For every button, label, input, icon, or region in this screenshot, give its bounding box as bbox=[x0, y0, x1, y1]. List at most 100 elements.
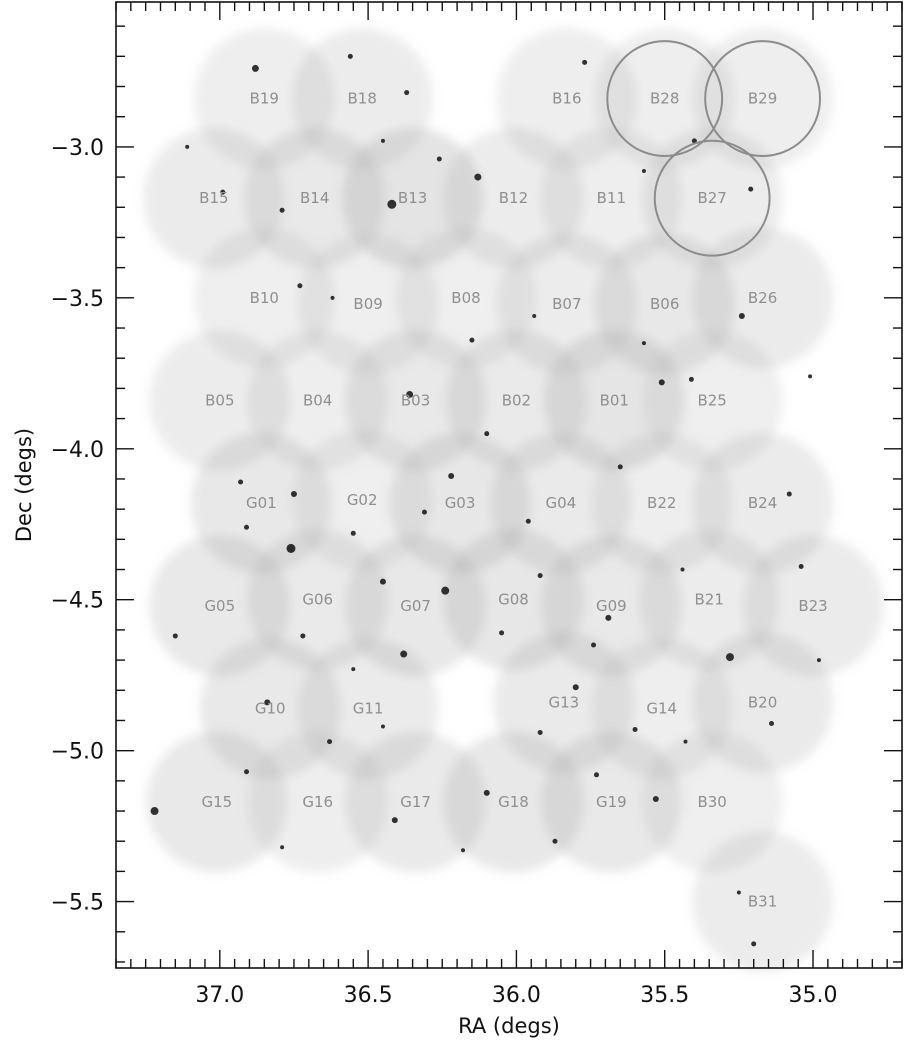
source-point bbox=[400, 650, 408, 658]
highlight-circles bbox=[606, 40, 822, 257]
source-point bbox=[379, 578, 386, 585]
field-label-b23: B23 bbox=[798, 597, 827, 615]
field-label-g10: G10 bbox=[255, 699, 286, 717]
field-label-b26: B26 bbox=[748, 289, 777, 307]
field-label-b28: B28 bbox=[650, 90, 679, 108]
field-label-g14: G14 bbox=[646, 699, 677, 717]
field-label-b05: B05 bbox=[205, 391, 234, 409]
source-point bbox=[474, 173, 482, 181]
field-label-b29: B29 bbox=[748, 90, 777, 108]
field-label-b08: B08 bbox=[451, 289, 480, 307]
source-point bbox=[300, 633, 306, 639]
field-label-b10: B10 bbox=[250, 289, 279, 307]
source-point bbox=[347, 53, 353, 59]
source-point bbox=[537, 730, 543, 736]
y-tick-label: −5.5 bbox=[51, 891, 104, 916]
source-point bbox=[264, 699, 271, 706]
source-point bbox=[286, 543, 296, 553]
field-label-b02: B02 bbox=[502, 391, 531, 409]
y-tick-label: −4.0 bbox=[51, 438, 104, 463]
field-label-b22: B22 bbox=[647, 494, 676, 512]
highlight-circle-b29 bbox=[704, 40, 822, 158]
field-label-g05: G05 bbox=[204, 597, 235, 615]
source-point bbox=[436, 156, 442, 162]
field-label-b14: B14 bbox=[300, 189, 329, 207]
source-point bbox=[483, 789, 490, 796]
source-point bbox=[591, 642, 597, 648]
source-point bbox=[441, 586, 450, 595]
field-g15 bbox=[146, 731, 288, 873]
y-axis-title: Dec (degs) bbox=[12, 428, 36, 542]
source-point bbox=[641, 169, 646, 174]
source-point bbox=[786, 491, 792, 497]
source-point bbox=[768, 720, 774, 726]
x-axis-title: RA (degs) bbox=[458, 1014, 560, 1038]
field-b31 bbox=[692, 831, 834, 973]
field-label-b31: B31 bbox=[748, 893, 777, 911]
source-point bbox=[297, 283, 303, 289]
field-label-b20: B20 bbox=[748, 693, 777, 711]
field-label-g09: G09 bbox=[596, 597, 627, 615]
source-point bbox=[461, 848, 466, 853]
source-point bbox=[244, 524, 250, 530]
field-footprints bbox=[143, 28, 884, 973]
source-point bbox=[652, 795, 659, 802]
y-tick-label: −3.0 bbox=[51, 136, 104, 161]
source-point bbox=[380, 724, 385, 729]
field-label-g17: G17 bbox=[400, 793, 431, 811]
field-label-b11: B11 bbox=[597, 189, 626, 207]
field-label-g16: G16 bbox=[302, 793, 333, 811]
source-point bbox=[290, 491, 297, 498]
field-g18 bbox=[442, 731, 584, 873]
field-label-b18: B18 bbox=[347, 90, 376, 108]
point-sources bbox=[150, 53, 821, 947]
plot-frame bbox=[115, 1, 903, 969]
source-point bbox=[582, 59, 588, 65]
source-point bbox=[688, 376, 694, 382]
source-point bbox=[725, 653, 734, 662]
field-label-b21: B21 bbox=[695, 591, 724, 609]
x-tick-label: 36.0 bbox=[492, 983, 541, 1008]
axis-ticks: 37.0 36.5 36.0 35.5 35.0 −3.0 −3.5 −4.0 −4.5 −5.0… bbox=[51, 2, 903, 1008]
y-tick-label: −3.5 bbox=[51, 287, 104, 312]
field-g16 bbox=[247, 731, 389, 873]
source-point bbox=[658, 379, 665, 386]
source-point bbox=[404, 90, 410, 96]
source-point bbox=[532, 313, 537, 318]
field-label-g18: G18 bbox=[498, 793, 529, 811]
source-point bbox=[172, 633, 178, 639]
source-point bbox=[736, 890, 741, 895]
source-point bbox=[350, 530, 356, 536]
source-point bbox=[808, 374, 813, 379]
y-tick-label: −5.0 bbox=[51, 740, 104, 765]
source-point bbox=[751, 941, 757, 947]
field-label-g06: G06 bbox=[302, 591, 333, 609]
field-g17 bbox=[345, 731, 487, 873]
source-point bbox=[330, 295, 335, 300]
field-label-g13: G13 bbox=[549, 693, 580, 711]
source-point bbox=[572, 684, 579, 691]
source-point bbox=[680, 567, 685, 572]
field-label-b09: B09 bbox=[353, 295, 382, 313]
source-point bbox=[738, 312, 745, 319]
y-tick-label: −4.5 bbox=[51, 589, 104, 614]
field-label-b12: B12 bbox=[499, 189, 528, 207]
source-point bbox=[380, 138, 385, 143]
field-label-g01: G01 bbox=[246, 494, 277, 512]
source-point bbox=[280, 845, 285, 850]
source-point bbox=[238, 479, 244, 485]
source-point bbox=[251, 64, 259, 72]
field-label-g02: G02 bbox=[347, 491, 378, 509]
source-point bbox=[150, 807, 159, 816]
source-point bbox=[387, 199, 397, 209]
source-point bbox=[683, 739, 688, 744]
field-b11 bbox=[540, 127, 682, 269]
source-point bbox=[244, 769, 250, 775]
field-label-g03: G03 bbox=[445, 494, 476, 512]
source-point bbox=[605, 614, 612, 621]
field-label-g15: G15 bbox=[201, 793, 232, 811]
field-label-g19: G19 bbox=[596, 793, 627, 811]
field-label-g11: G11 bbox=[353, 699, 384, 717]
source-point bbox=[351, 667, 356, 672]
